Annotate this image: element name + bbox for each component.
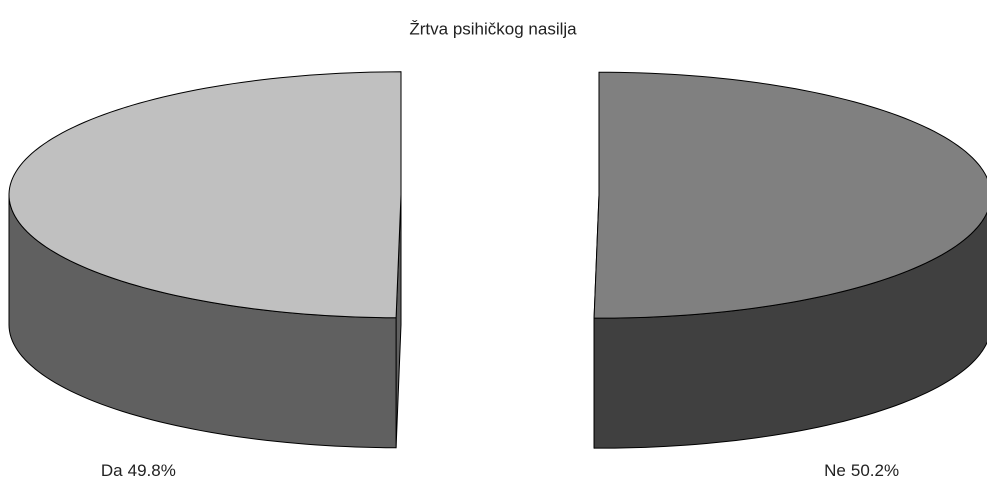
slice-top [8, 71, 402, 319]
chart-title: Žrtva psihičkog nasilja [409, 19, 577, 38]
slice-label-category: Da [101, 461, 123, 480]
slice-label-value: 50.2% [851, 461, 899, 480]
slice-label-category: Ne [824, 461, 846, 480]
slice-label: Ne 50.2% [824, 461, 899, 480]
slice-top [593, 71, 987, 319]
slice-label: Da 49.8% [101, 461, 176, 480]
slice-label-value: 49.8% [128, 461, 176, 480]
